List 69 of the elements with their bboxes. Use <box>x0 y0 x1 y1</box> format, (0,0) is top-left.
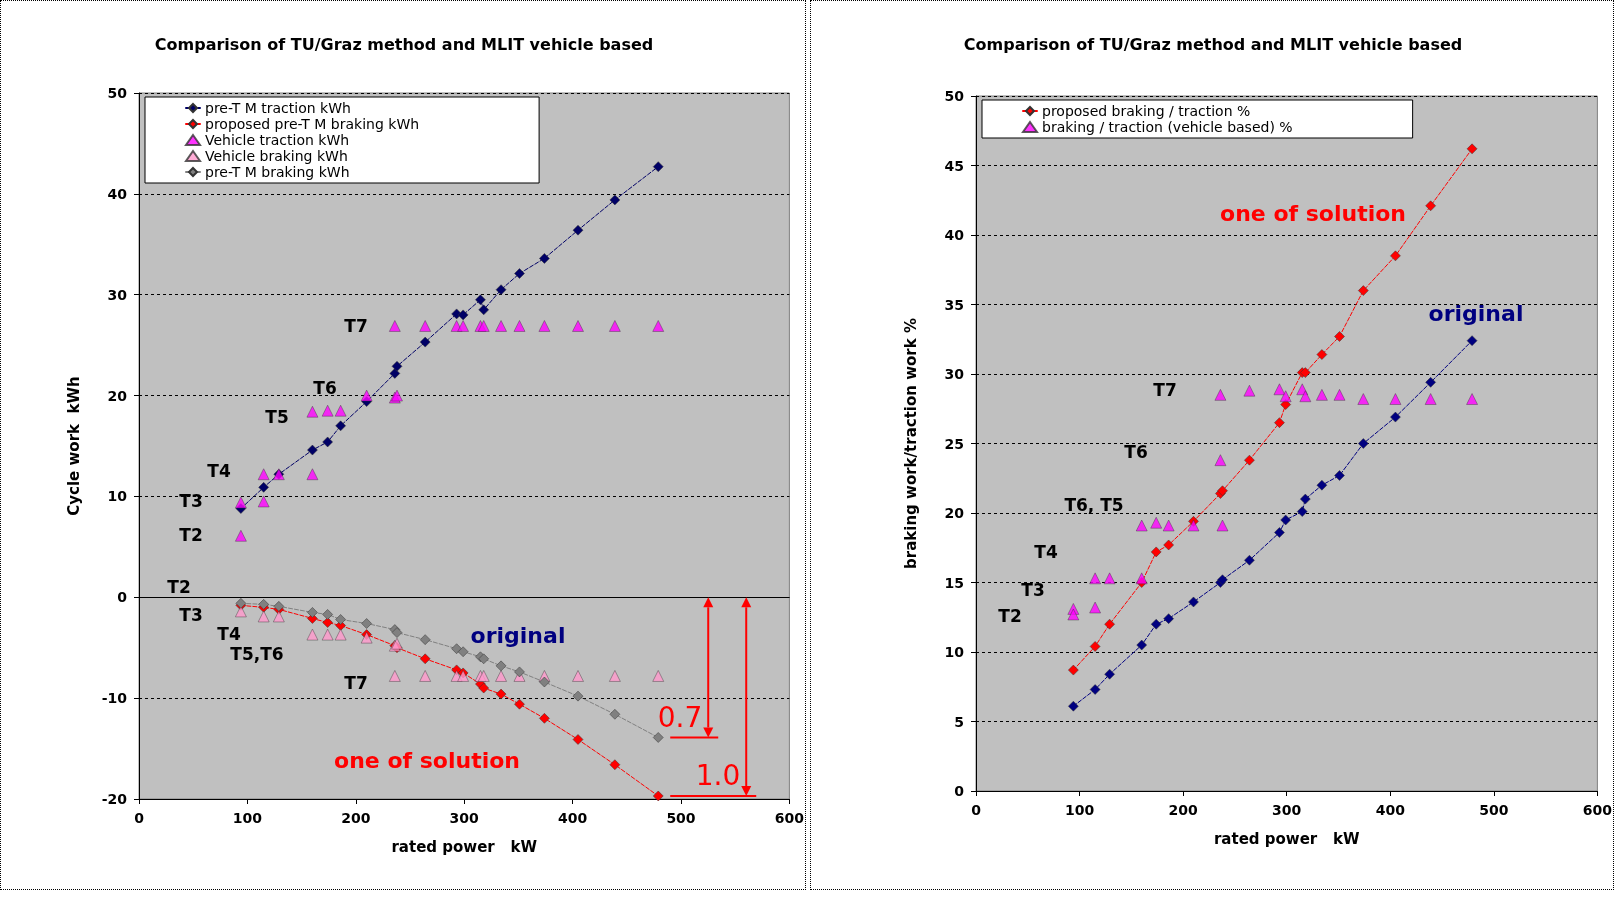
y-tick-label: 20 <box>107 387 128 404</box>
y-tick-label: 20 <box>944 505 965 521</box>
annotation: one of solution <box>1220 200 1406 226</box>
annotation: T4 <box>217 624 241 644</box>
legend-label: proposed pre-T M braking kWh <box>205 116 420 132</box>
x-tick-label: 600 <box>1582 802 1613 818</box>
annotation: one of solution <box>334 747 520 773</box>
annotation: T2 <box>179 525 203 545</box>
legend-label: Vehicle traction kWh <box>205 132 350 148</box>
legend-label: Vehicle braking kWh <box>205 148 348 164</box>
legend-label: braking / traction (vehicle based) % <box>1042 119 1293 135</box>
y-tick-label: 30 <box>944 366 965 382</box>
y-tick-label: 50 <box>107 85 128 101</box>
annotation: T3 <box>179 605 203 625</box>
x-tick-label: 0 <box>971 802 982 818</box>
y-tick-label: 0 <box>117 589 128 606</box>
x-tick-label: 200 <box>1168 802 1198 818</box>
annotation: T7 <box>1153 380 1177 400</box>
annotation: T2 <box>167 577 191 597</box>
x-axis-title: rated power kW <box>1213 829 1360 848</box>
y-tick-label: 50 <box>944 88 965 104</box>
annotation: T3 <box>1021 580 1045 600</box>
annotation: 0.7 <box>657 700 703 734</box>
y-axis-title: braking work/traction work % <box>901 318 920 569</box>
chart-title: Comparison of TU/Graz method and MLIT vehicle based <box>154 34 654 54</box>
x-tick-label: 100 <box>232 810 263 826</box>
annotation: original <box>1428 300 1524 326</box>
x-tick-label: 300 <box>449 810 480 826</box>
x-tick-label: 400 <box>557 810 588 826</box>
y-tick-label: 15 <box>944 574 964 591</box>
y-tick-label: 30 <box>107 286 128 303</box>
y-tick-label: 10 <box>107 488 128 505</box>
annotation: T5 <box>265 407 289 427</box>
chart-title: Comparison of TU/Graz method and MLIT vehicle based <box>963 34 1463 54</box>
annotation: T5,T6 <box>230 644 284 664</box>
x-tick-label: 200 <box>341 810 371 826</box>
x-tick-label: 500 <box>666 810 696 826</box>
annotation: T6, T5 <box>1064 495 1124 515</box>
x-tick-label: 100 <box>1064 802 1095 818</box>
annotation: T3 <box>179 491 203 511</box>
annotation: original <box>470 622 566 648</box>
y-tick-label: 40 <box>944 227 965 243</box>
y-tick-label: 25 <box>944 435 964 452</box>
y-tick-label: 0 <box>954 783 965 799</box>
y-axis-title: Cycle work kWh <box>64 376 83 516</box>
x-axis-title: rated power kW <box>391 837 538 856</box>
legend-label: proposed braking / traction % <box>1042 103 1251 119</box>
y-tick-label: 35 <box>944 296 964 313</box>
annotation: T7 <box>344 673 368 693</box>
y-tick-label: 10 <box>944 644 965 660</box>
annotation: T6 <box>1124 442 1148 462</box>
x-tick-label: 0 <box>134 810 145 826</box>
annotation: T2 <box>998 606 1022 626</box>
annotation: T6 <box>313 378 337 398</box>
y-tick-label: -20 <box>101 791 128 807</box>
annotation: T4 <box>1034 542 1058 562</box>
annotation: T7 <box>344 316 368 336</box>
x-tick-label: 600 <box>774 810 805 826</box>
legend-label: pre-T M traction kWh <box>205 100 351 116</box>
y-tick-label: 40 <box>107 185 128 202</box>
annotation: 1.0 <box>695 759 741 793</box>
x-tick-label: 500 <box>1479 802 1509 818</box>
x-tick-label: 400 <box>1375 802 1406 818</box>
y-tick-label: -10 <box>101 690 128 707</box>
annotation: T4 <box>207 461 231 481</box>
x-tick-label: 300 <box>1272 802 1302 818</box>
legend-label: pre-T M braking kWh <box>205 164 350 180</box>
y-tick-label: 5 <box>954 713 964 730</box>
y-tick-label: 45 <box>944 157 964 174</box>
